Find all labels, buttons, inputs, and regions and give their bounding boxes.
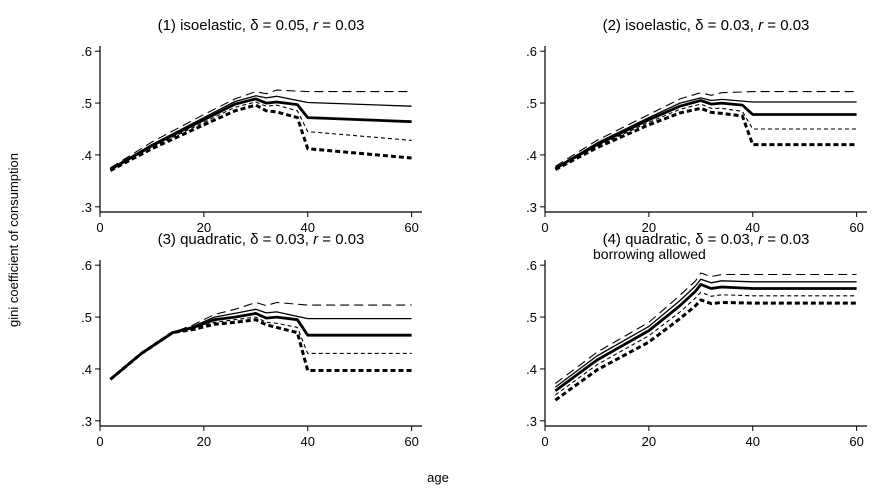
- y-axis-title: gini coefficient of consumption: [6, 153, 21, 327]
- y-tick-label: .6: [526, 258, 537, 273]
- series-line-3: [554, 99, 857, 170]
- series-line-5: [109, 103, 412, 172]
- y-tick-label: .6: [81, 44, 92, 59]
- series-line-1: [110, 301, 412, 380]
- chart-panel-4: .3 .4 .5 .6 0 20 40 60 (4) quadratic, δ = 0.03, …: [526, 231, 867, 449]
- chart-panel-1: .3 .4 .5 .6 0 20 40 60 (1) isoelastic, δ = 0.05,…: [81, 17, 422, 235]
- x-tick-label: 40: [746, 434, 760, 449]
- y-tick-label: .5: [526, 310, 537, 325]
- series-line-4: [555, 291, 857, 396]
- y-tick-label: .4: [526, 362, 537, 377]
- x-tick-label: 40: [301, 220, 315, 235]
- x-tick-label: 0: [541, 220, 548, 235]
- series-line-5: [109, 318, 412, 381]
- chart-panel-2: .3 .4 .5 .6 0 20 40 60 (2) isoelastic, δ = 0.03,…: [526, 17, 867, 235]
- chart-title: (4) quadratic, δ = 0.03, r = 0.03: [603, 231, 810, 248]
- x-tick-label: 20: [642, 220, 656, 235]
- series-line-2: [555, 97, 857, 169]
- x-tick-label: 60: [849, 220, 863, 235]
- x-tick-label: 60: [404, 220, 418, 235]
- chart-title: (1) isoelastic, δ = 0.05, r = 0.03: [158, 17, 365, 34]
- series-line-5: [554, 298, 857, 402]
- series-line-4: [110, 316, 412, 380]
- x-tick-label: 40: [746, 220, 760, 235]
- series-line-3: [554, 282, 857, 392]
- chart-annotation: borrowing allowed: [593, 246, 706, 262]
- y-tick-label: .3: [526, 200, 537, 215]
- chart-title: (3) quadratic, δ = 0.03, r = 0.03: [158, 231, 365, 248]
- y-tick-label: .6: [81, 258, 92, 273]
- y-tick-label: .4: [81, 148, 92, 163]
- chart-title: (2) isoelastic, δ = 0.03, r = 0.03: [603, 17, 810, 34]
- x-tick-label: 0: [541, 434, 548, 449]
- x-tick-label: 0: [96, 434, 103, 449]
- x-axis-title: age: [427, 470, 449, 485]
- x-tick-label: 60: [849, 434, 863, 449]
- series-line-3: [109, 97, 412, 171]
- series-line-5: [554, 106, 857, 171]
- x-tick-label: 0: [96, 220, 103, 235]
- series-line-4: [555, 103, 857, 170]
- x-tick-label: 20: [197, 434, 211, 449]
- y-tick-label: .5: [81, 96, 92, 111]
- y-tick-label: .5: [81, 310, 92, 325]
- y-tick-label: .5: [526, 96, 537, 111]
- series-line-2: [555, 278, 857, 388]
- y-tick-label: .6: [526, 44, 537, 59]
- x-tick-label: 40: [301, 434, 315, 449]
- y-tick-label: .4: [81, 362, 92, 377]
- x-tick-label: 20: [197, 220, 211, 235]
- series-line-4: [110, 101, 412, 171]
- chart-panel-3: .3 .4 .5 .6 0 20 40 60 (3) quadratic, δ = 0.03, …: [81, 231, 422, 449]
- x-tick-label: 60: [404, 434, 418, 449]
- y-tick-label: .3: [81, 200, 92, 215]
- y-tick-label: .4: [526, 148, 537, 163]
- chart-panels: .3 .4 .5 .6 0 20 40 60 (1) isoelastic, δ = 0.05,…: [81, 17, 867, 449]
- y-tick-label: .3: [526, 414, 537, 429]
- series-line-2: [110, 95, 412, 170]
- y-tick-label: .3: [81, 414, 92, 429]
- x-tick-label: 20: [642, 434, 656, 449]
